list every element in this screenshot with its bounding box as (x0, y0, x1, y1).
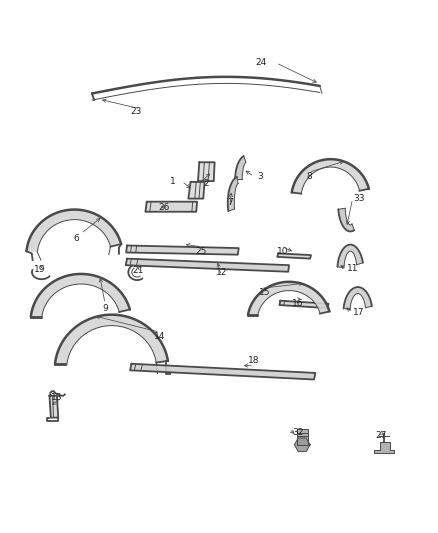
Polygon shape (126, 259, 289, 272)
Text: 21: 21 (132, 266, 144, 276)
Polygon shape (277, 253, 311, 259)
Polygon shape (248, 315, 258, 317)
Polygon shape (294, 438, 310, 451)
Text: 2: 2 (203, 179, 208, 188)
Polygon shape (297, 430, 308, 445)
Polygon shape (130, 364, 315, 379)
Text: 18: 18 (248, 356, 260, 365)
Text: 26: 26 (159, 203, 170, 212)
Text: 8: 8 (306, 172, 312, 181)
Text: 24: 24 (255, 58, 266, 67)
Text: 27: 27 (375, 431, 387, 440)
Polygon shape (292, 159, 369, 193)
Polygon shape (279, 301, 328, 308)
Text: 19: 19 (34, 265, 45, 274)
Text: 13: 13 (51, 393, 63, 402)
Text: 6: 6 (74, 233, 80, 243)
Polygon shape (55, 364, 66, 365)
Text: 9: 9 (102, 304, 108, 313)
Text: 32: 32 (292, 429, 304, 438)
Polygon shape (343, 287, 372, 310)
Text: 1: 1 (170, 176, 176, 185)
Text: 12: 12 (215, 268, 227, 277)
Text: 17: 17 (353, 308, 365, 317)
Polygon shape (55, 314, 168, 365)
Polygon shape (188, 182, 205, 199)
Text: 15: 15 (259, 288, 271, 297)
Text: 10: 10 (277, 247, 288, 256)
Text: 33: 33 (353, 194, 365, 203)
Polygon shape (49, 395, 58, 418)
Polygon shape (126, 246, 239, 255)
Polygon shape (337, 245, 363, 268)
Text: 3: 3 (258, 172, 264, 181)
Polygon shape (228, 177, 238, 211)
Text: 14: 14 (154, 332, 166, 341)
Text: 7: 7 (227, 198, 233, 207)
Text: 11: 11 (347, 264, 358, 273)
Text: 23: 23 (130, 107, 141, 116)
Polygon shape (31, 317, 42, 318)
Text: 25: 25 (196, 247, 207, 256)
Polygon shape (198, 162, 215, 181)
Polygon shape (145, 201, 197, 212)
Polygon shape (31, 274, 130, 318)
Polygon shape (338, 208, 354, 231)
Polygon shape (235, 156, 246, 179)
Polygon shape (26, 209, 121, 252)
Polygon shape (374, 442, 394, 453)
Text: 16: 16 (292, 299, 304, 308)
Polygon shape (248, 282, 329, 317)
